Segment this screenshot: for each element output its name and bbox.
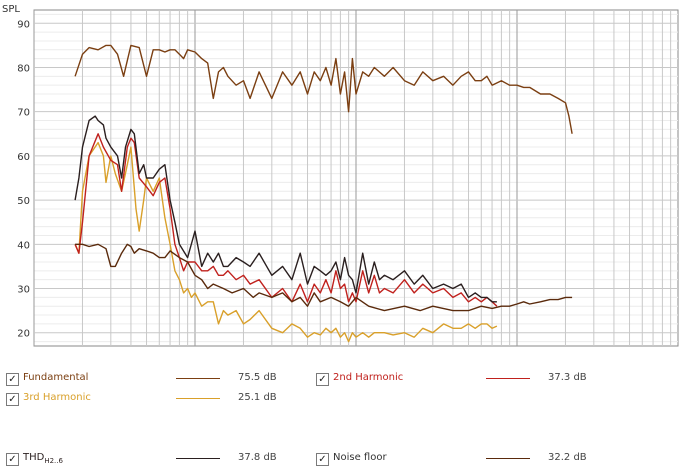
legend-item-noise-floor[interactable]: Noise floor 32.2 dB — [316, 452, 616, 468]
legend-label-noise-floor: Noise floor — [333, 452, 387, 463]
checkbox-3rd-harmonic[interactable] — [6, 393, 19, 406]
legend-swatch-3rd-harmonic — [176, 398, 220, 399]
legend-item-2nd-harmonic[interactable]: 2nd Harmonic 37.3 dB — [316, 372, 616, 388]
legend-swatch-thd — [176, 458, 220, 459]
legend-item-thd[interactable]: THDH2..6 37.8 dB — [6, 452, 306, 468]
checkbox-2nd-harmonic[interactable] — [316, 373, 329, 386]
legend-label-fundamental: Fundamental — [23, 372, 89, 383]
spl-chart: 2030405060708090102030406080100200300400… — [2, 4, 679, 363]
y-tick-label: 70 — [17, 108, 30, 119]
series-line-noise-floor — [75, 243, 573, 312]
legend: Fundamental 75.5 dB 2nd Harmonic 37.3 dB… — [0, 368, 690, 471]
legend-value-3rd-harmonic: 25.1 dB — [238, 392, 277, 403]
y-tick-label: 30 — [17, 285, 30, 296]
legend-value-thd: 37.8 dB — [238, 452, 277, 463]
y-tick-label: 50 — [17, 196, 30, 207]
checkbox-noise-floor[interactable] — [316, 453, 329, 466]
y-tick-label: 20 — [17, 329, 30, 340]
checkbox-fundamental[interactable] — [6, 373, 19, 386]
y-tick-label: 40 — [17, 240, 30, 251]
series-line-thd — [74, 115, 497, 303]
legend-value-fundamental: 75.5 dB — [238, 372, 277, 383]
legend-label-3rd-harmonic: 3rd Harmonic — [23, 392, 91, 403]
legend-swatch-noise-floor — [486, 458, 530, 459]
legend-swatch-fundamental — [176, 378, 220, 379]
y-axis-label: SPL — [2, 4, 20, 15]
legend-item-fundamental[interactable]: Fundamental 75.5 dB — [6, 372, 306, 388]
legend-swatch-2nd-harmonic — [486, 378, 530, 379]
y-tick-label: 60 — [17, 152, 30, 163]
series-line-3rd-harmonic — [74, 141, 498, 343]
y-tick-label: 80 — [17, 63, 30, 74]
legend-item-3rd-harmonic[interactable]: 3rd Harmonic 25.1 dB — [6, 392, 306, 408]
series-line-fundamental — [74, 44, 573, 134]
legend-value-2nd-harmonic: 37.3 dB — [548, 372, 587, 383]
y-tick-label: 90 — [17, 19, 30, 30]
checkbox-thd[interactable] — [6, 453, 19, 466]
legend-value-noise-floor: 32.2 dB — [548, 452, 587, 463]
legend-label-2nd-harmonic: 2nd Harmonic — [333, 372, 404, 383]
legend-label-thd: THDH2..6 — [23, 452, 63, 465]
chart-svg: 2030405060708090102030406080100200300400… — [2, 4, 679, 363]
